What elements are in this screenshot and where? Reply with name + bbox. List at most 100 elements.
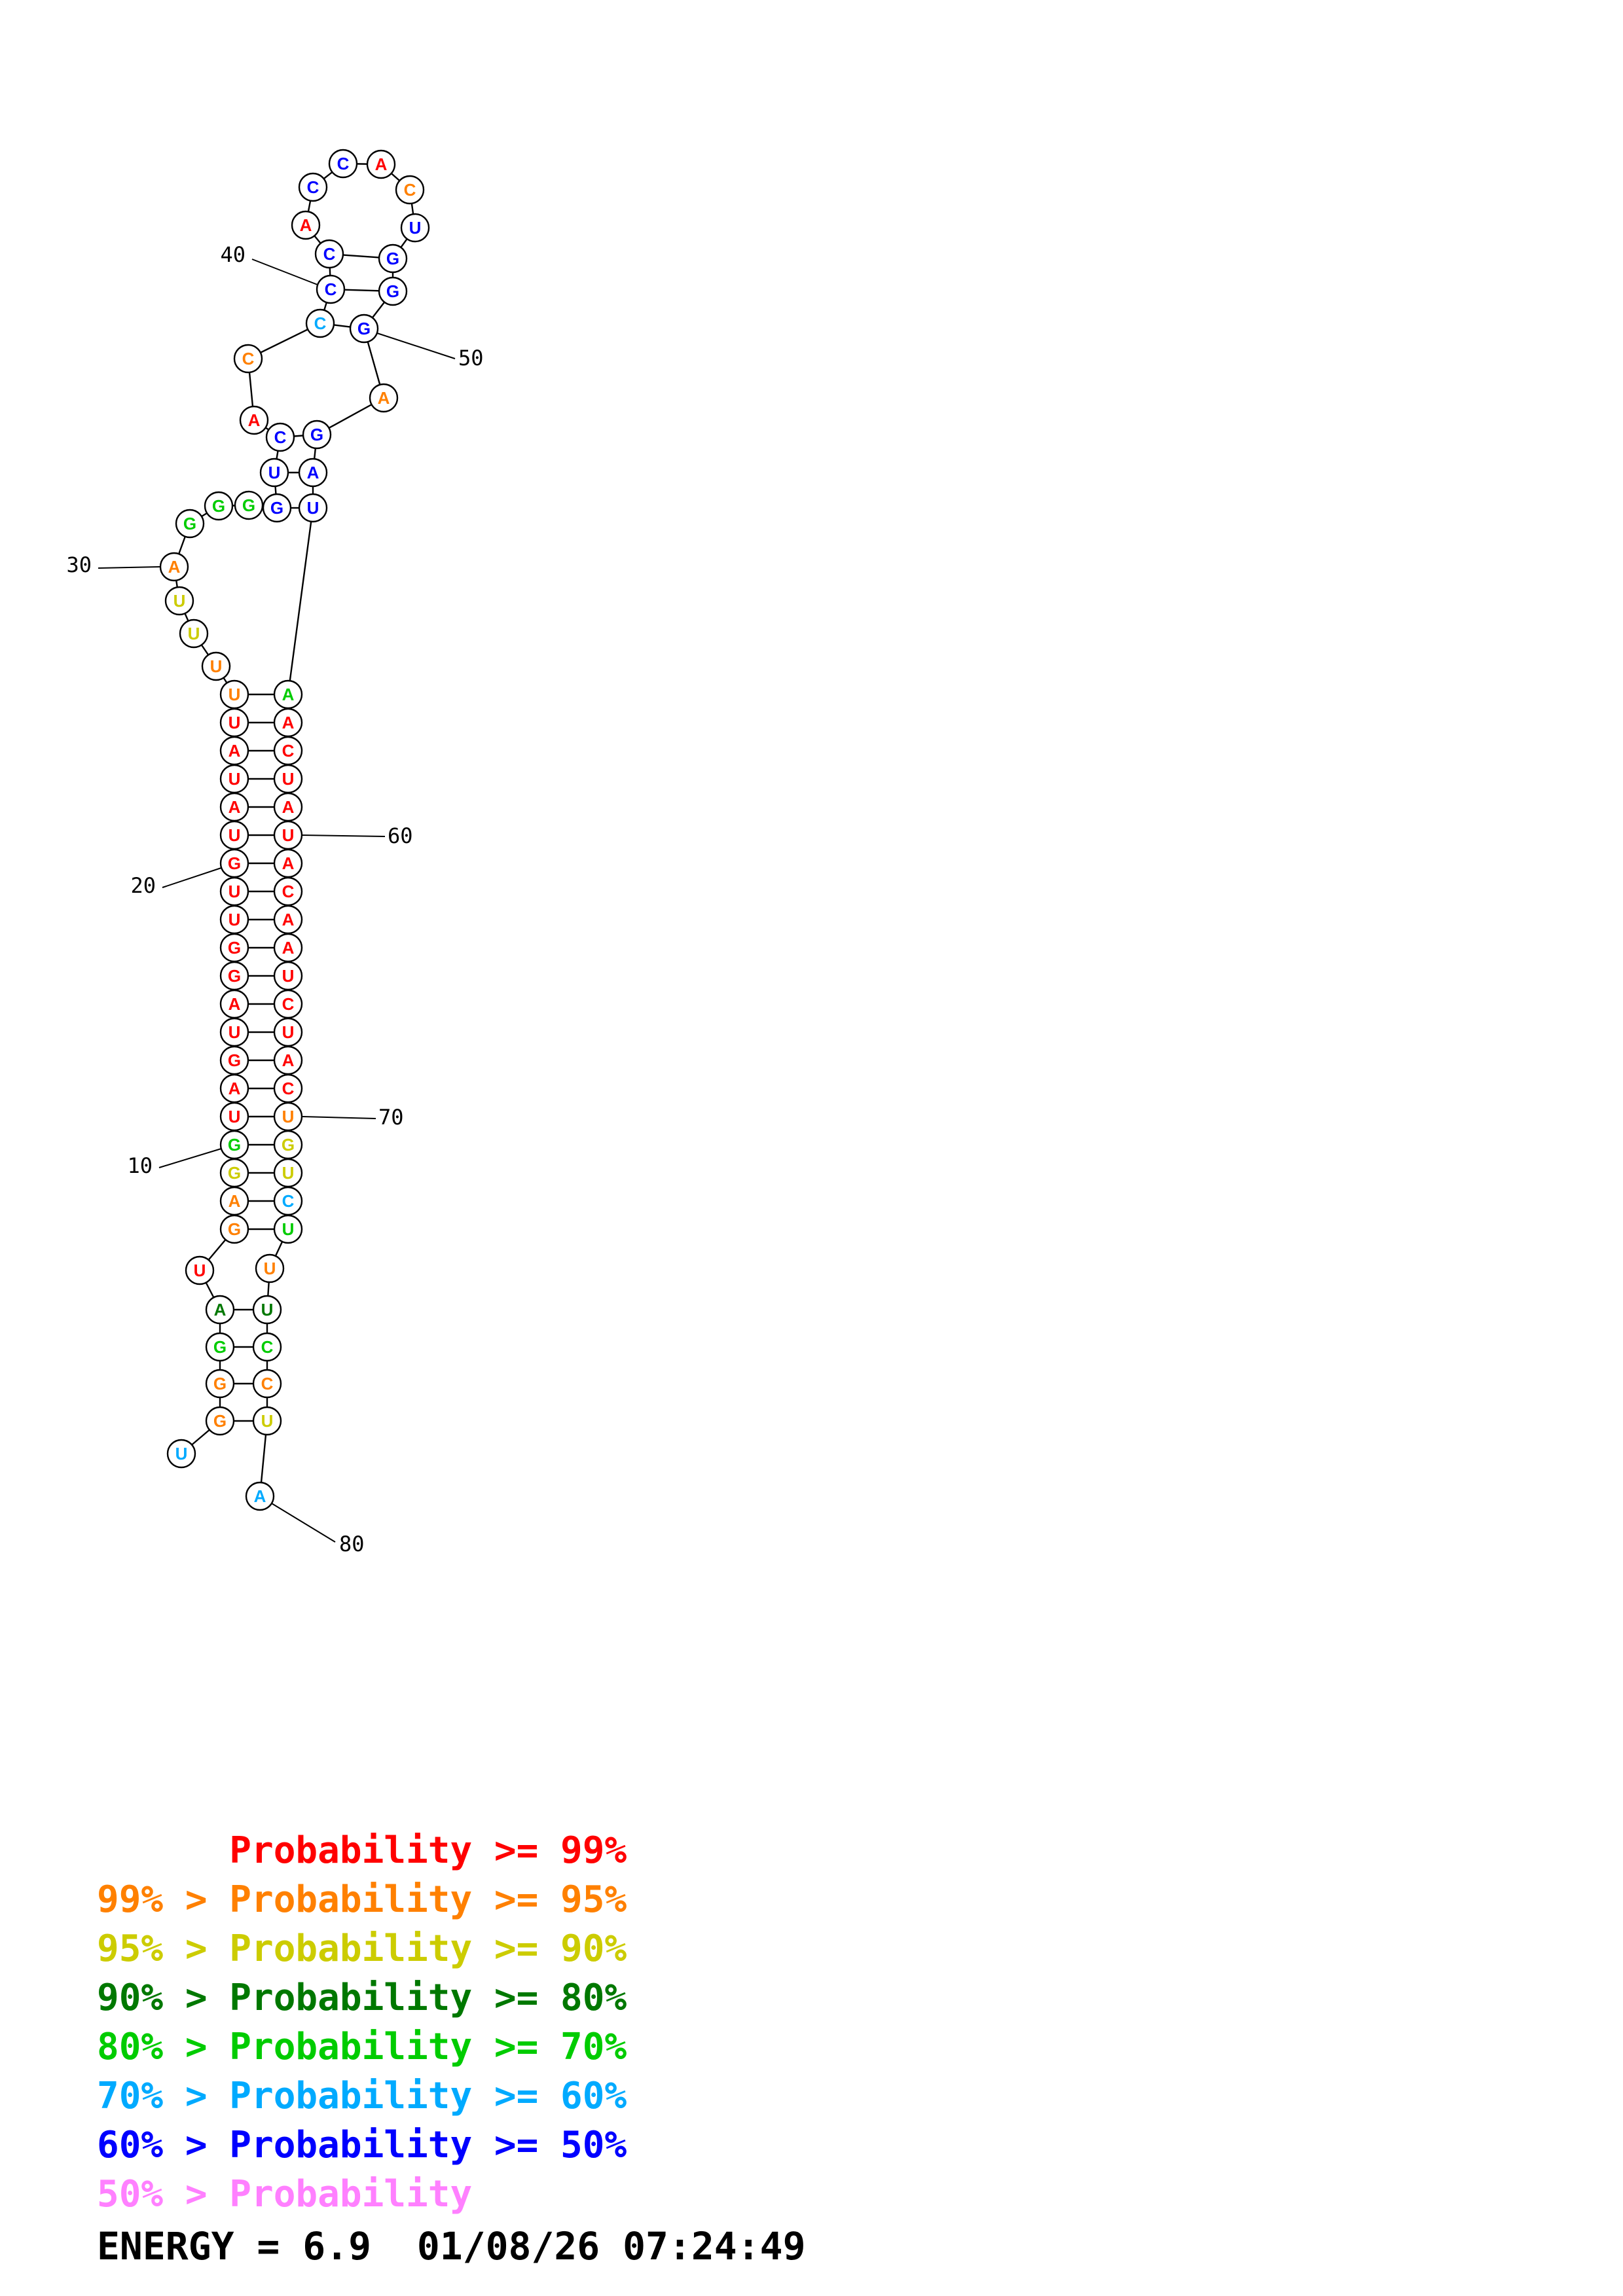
- nucleotide-base: C: [323, 244, 336, 264]
- nucleotide-circle: [239, 405, 269, 435]
- nucleotide-base: G: [310, 425, 323, 444]
- nucleotide-base: A: [228, 797, 241, 817]
- nucleotide-base: U: [228, 713, 241, 732]
- nucleotide-circle: [298, 493, 328, 523]
- nucleotide-base: U: [261, 1411, 274, 1431]
- nucleotide-base: G: [213, 1337, 227, 1357]
- nucleotide-base: U: [307, 498, 319, 518]
- nucleotide-base: A: [228, 741, 241, 761]
- nucleotide-base: C: [282, 882, 295, 901]
- nucleotide-base: U: [268, 463, 281, 482]
- nucleotide-circle: [205, 1332, 235, 1362]
- position-label: 10: [127, 1153, 153, 1178]
- nucleotide-circle: [159, 552, 189, 582]
- position-label: 20: [130, 873, 156, 898]
- nucleotide-circle: [378, 276, 408, 306]
- nucleotide-base: A: [228, 1079, 241, 1098]
- nucleotide-base: A: [254, 1486, 266, 1506]
- nucleotide-circle: [328, 149, 358, 179]
- position-label-leader: [162, 867, 222, 888]
- nucleotide-base: U: [228, 882, 241, 901]
- nucleotide-base: G: [228, 966, 241, 986]
- nucleotide-circle: [185, 1255, 215, 1285]
- nucleotide-base: A: [300, 215, 312, 235]
- position-label: 60: [388, 823, 413, 848]
- energy-line: ENERGY = 6.9 01/08/26 07:24:49: [97, 2224, 806, 2269]
- nucleotide-base: C: [282, 1079, 295, 1098]
- nucleotide-base: G: [228, 1219, 241, 1239]
- nucleotide-base: G: [386, 281, 399, 301]
- legend-line: 99% > Probability >= 95%: [97, 1878, 627, 1921]
- nucleotide-base: U: [282, 1219, 295, 1239]
- probability-legend: Probability >= 99% 99% > Probability >= 9…: [97, 1826, 627, 2219]
- nucleotide-base: U: [173, 591, 186, 611]
- nucleotide-base: U: [261, 1300, 274, 1319]
- nucleotide-base: C: [282, 741, 295, 761]
- nucleotide-base: U: [264, 1259, 276, 1278]
- position-label-leader: [376, 332, 456, 359]
- nucleotide-base: G: [213, 1411, 227, 1431]
- nucleotide-base: G: [183, 514, 196, 533]
- nucleotide-base: U: [228, 910, 241, 929]
- nucleotide-base: G: [228, 1050, 241, 1070]
- nucleotide-circle: [265, 422, 295, 452]
- base-pair-bond: [333, 324, 351, 328]
- nucleotide-base: U: [409, 218, 422, 238]
- nucleotide-base: U: [228, 825, 241, 845]
- nucleotide-base: G: [386, 249, 399, 268]
- nucleotide-base: A: [282, 1050, 295, 1070]
- position-label-leader: [302, 1116, 376, 1119]
- nucleotide-base: A: [282, 797, 295, 817]
- nucleotide-base: U: [194, 1261, 206, 1280]
- nucleotide-circle: [166, 1439, 196, 1469]
- nucleotide-circle: [219, 679, 249, 709]
- nucleotide-base: G: [228, 853, 241, 873]
- nucleotide-base: U: [188, 624, 200, 643]
- nucleotide-base: A: [168, 557, 181, 577]
- nucleotide-base: U: [228, 1107, 241, 1126]
- nucleotide-base: G: [213, 1374, 227, 1393]
- nucleotide-circle: [252, 1369, 282, 1399]
- nucleotide-circle: [291, 210, 321, 240]
- nucleotide-circle: [378, 243, 408, 274]
- legend-line: 95% > Probability >= 90%: [97, 1928, 627, 1970]
- nucleotide-circle: [298, 457, 328, 488]
- nucleotide-base: U: [228, 685, 241, 704]
- nucleotide-base: A: [307, 463, 319, 482]
- position-label: 50: [458, 346, 484, 370]
- base-pair-bond: [342, 254, 380, 259]
- legend-line: 80% > Probability >= 70%: [97, 2026, 627, 2068]
- nucleotide-base: G: [212, 496, 225, 516]
- nucleotide-circle: [400, 213, 430, 243]
- nucleotide-base: C: [307, 177, 319, 197]
- nucleotide-base: A: [282, 685, 295, 704]
- nucleotide-base: G: [357, 319, 371, 338]
- position-label: 80: [339, 1532, 365, 1556]
- nucleotide-circle: [298, 172, 328, 202]
- nucleotide-circle: [252, 1332, 282, 1362]
- legend-line: 70% > Probability >= 60%: [97, 2075, 627, 2117]
- nucleotide-base: A: [282, 910, 295, 929]
- nucleotide-base: U: [175, 1444, 188, 1463]
- legend-line: 50% > Probability: [97, 2173, 473, 2215]
- nucleotide-circle: [273, 1214, 303, 1244]
- nucleotide-base: G: [228, 1163, 241, 1183]
- nucleotide-base: A: [378, 388, 390, 408]
- nucleotide-base: C: [274, 427, 287, 447]
- nucleotide-base: G: [242, 495, 255, 515]
- nucleotide-circle: [259, 457, 289, 488]
- nucleotide-base: A: [228, 1191, 241, 1211]
- nucleotide-circle: [234, 490, 264, 520]
- position-label: 30: [66, 552, 92, 577]
- nucleotide-base: C: [314, 314, 327, 333]
- nucleotide-circle: [255, 1253, 285, 1283]
- nucleotide-base: C: [404, 180, 416, 200]
- nucleotide-base: A: [228, 994, 241, 1014]
- nucleotide-base: G: [228, 938, 241, 958]
- nucleotide-base: C: [261, 1374, 274, 1393]
- nucleotide-circle: [369, 383, 399, 413]
- nucleotide-base: U: [228, 769, 241, 789]
- position-label: 40: [220, 242, 246, 267]
- position-label-leader: [302, 834, 386, 837]
- nucleotide-circle: [262, 493, 292, 523]
